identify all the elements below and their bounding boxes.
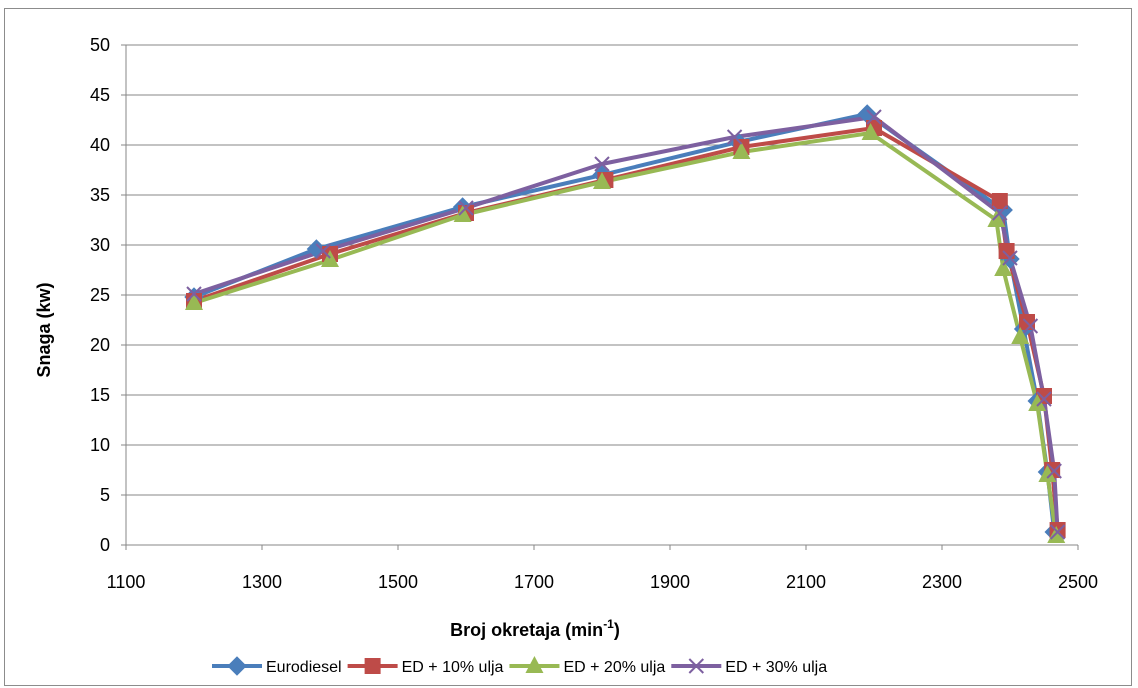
y-tick-label: 35 — [90, 185, 110, 205]
x-tick-label: 1300 — [242, 572, 282, 592]
y-tick-label: 15 — [90, 385, 110, 405]
data-point — [593, 172, 611, 189]
legend-label: ED + 10% ulja — [402, 659, 504, 676]
x-tick-label: 2100 — [786, 572, 826, 592]
x-axis-title-superscript: -1 — [603, 617, 614, 631]
series-lines — [193, 112, 1060, 537]
y-tick-label: 5 — [100, 485, 110, 505]
y-tick-label: 45 — [90, 85, 110, 105]
legend-item: ED + 10% ulja — [347, 658, 504, 676]
series-line-2 — [193, 126, 1060, 531]
data-point — [1049, 524, 1066, 540]
data-point — [185, 293, 203, 310]
legend-marker — [688, 658, 705, 674]
data-point — [1028, 394, 1047, 411]
x-tick-labels: 1100 1300 1500 1700 1900 2100 2300 2500 — [107, 572, 1098, 592]
x-tick-label: 1500 — [378, 572, 418, 592]
data-point — [1036, 391, 1052, 407]
legend-label: ED + 20% ulja — [563, 659, 665, 676]
data-point — [1022, 318, 1039, 334]
y-tick-label: 30 — [90, 235, 110, 255]
data-point — [1011, 327, 1030, 344]
data-point — [1038, 465, 1057, 482]
data-point — [458, 200, 474, 216]
x-tick-label: 1700 — [514, 572, 554, 592]
legend-item: Eurodiesel — [212, 656, 342, 676]
y-tick-label: 50 — [90, 35, 110, 55]
data-point — [732, 142, 751, 159]
x-tick-label: 2300 — [922, 572, 962, 592]
data-point — [315, 243, 331, 259]
y-tick-label: 25 — [90, 285, 110, 305]
y-tick-label: 0 — [100, 535, 110, 555]
legend: Eurodiesel ED + 10% ulja ED + 20% ulja ED +… — [212, 656, 827, 676]
x-tick-label: 1100 — [107, 572, 146, 592]
series-line-4 — [193, 115, 1060, 533]
legend-item: ED + 30% ulja — [671, 658, 827, 676]
data-point — [992, 205, 1008, 221]
data-point — [994, 259, 1013, 276]
chart-frame — [4, 8, 1132, 686]
data-point — [321, 250, 339, 267]
data-point — [998, 243, 1015, 259]
x-axis-title: Broj okretaja (min-1) — [450, 617, 620, 640]
y-tick-labels: 0 5 10 15 20 25 30 35 40 45 50 — [90, 35, 110, 555]
data-point — [453, 205, 472, 222]
x-axis-title-main: Broj okretaja (min — [450, 620, 603, 640]
legend-marker — [364, 658, 381, 674]
series-markers — [184, 104, 1066, 543]
data-point — [594, 156, 610, 172]
y-tick-label: 10 — [90, 435, 110, 455]
data-point — [991, 193, 1008, 209]
y-tick-label: 40 — [90, 135, 110, 155]
legend-label: ED + 30% ulja — [725, 659, 827, 676]
data-point — [1002, 250, 1018, 266]
series-line-3 — [193, 131, 1059, 537]
y-axis-title: Snaga (kw) — [34, 282, 54, 377]
data-point — [1046, 463, 1062, 479]
data-point — [866, 109, 882, 125]
data-point — [726, 129, 743, 145]
axes — [121, 44, 1079, 550]
data-point — [186, 286, 202, 302]
legend-marker — [227, 656, 247, 676]
x-tick-label: 1900 — [650, 572, 690, 592]
x-axis-title-suffix: ) — [614, 620, 620, 640]
data-point — [861, 123, 880, 140]
legend-item: ED + 20% ulja — [509, 656, 665, 676]
x-tick-label: 2500 — [1058, 572, 1098, 592]
data-point — [987, 210, 1006, 227]
legend-marker — [525, 656, 544, 673]
legend-label: Eurodiesel — [266, 659, 342, 676]
y-tick-label: 20 — [90, 335, 110, 355]
gridlines — [126, 44, 1078, 496]
